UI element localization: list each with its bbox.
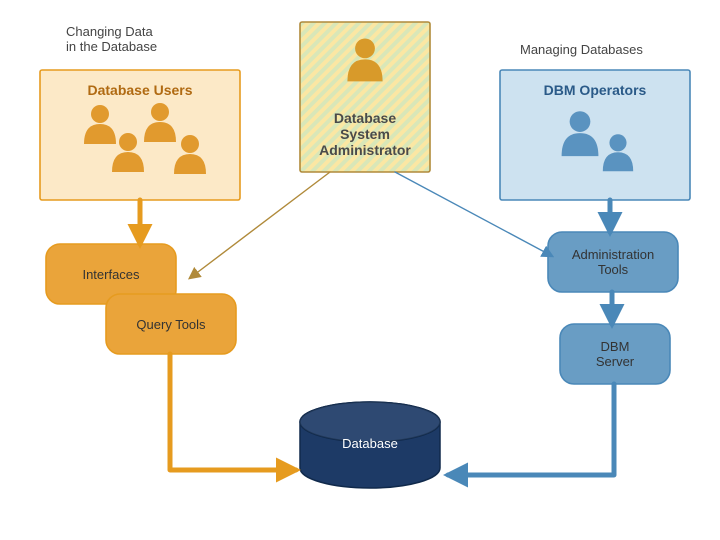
ops-title: DBM Operators bbox=[500, 82, 690, 98]
caption-left: Changing Data in the Database bbox=[66, 24, 157, 54]
edge-querytools-database bbox=[170, 354, 296, 470]
admintools-label: Administration Tools bbox=[548, 232, 678, 292]
caption-right: Managing Databases bbox=[520, 42, 643, 57]
users-title: Database Users bbox=[40, 82, 240, 98]
database-label: Database bbox=[300, 436, 440, 451]
admin-title: Database System Administrator bbox=[300, 110, 430, 158]
dbmserver-label: DBM Server bbox=[560, 324, 670, 384]
querytools-label: Query Tools bbox=[106, 294, 236, 354]
edge-dbmserver-database bbox=[448, 384, 614, 475]
